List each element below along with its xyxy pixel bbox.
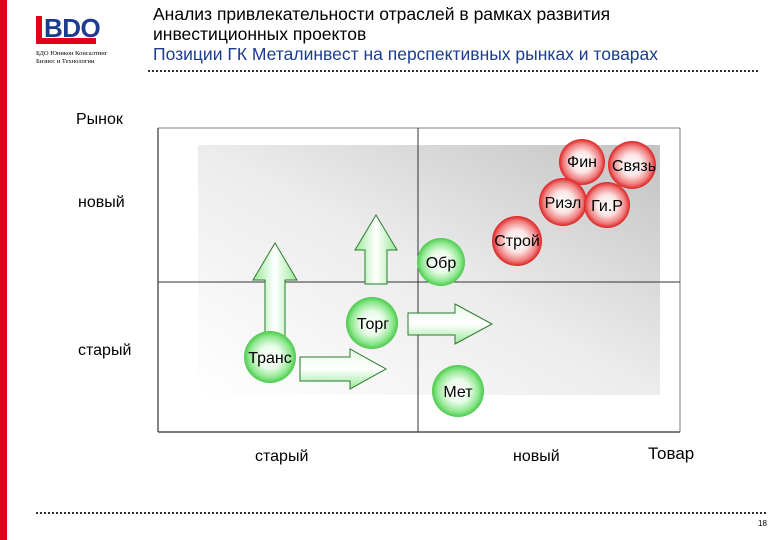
header-divider <box>148 70 758 72</box>
bubble-met-label: Мет <box>443 384 473 401</box>
bubble-torg: Торг <box>346 297 398 349</box>
page-number: 18 <box>758 519 767 528</box>
bubble-obr: Обр <box>417 238 465 286</box>
x-tick-old: старый <box>255 448 309 465</box>
brand-side-bar <box>0 0 7 540</box>
right-arrow-bottom <box>299 348 388 390</box>
slide-subtitle: Позиции ГК Металинвест на перспективных … <box>153 44 659 64</box>
x-tick-new: новый <box>513 448 560 465</box>
footer-divider <box>36 512 766 514</box>
bubble-svyaz: Связь <box>608 141 656 189</box>
bubble-riel-label: Риэл <box>545 195 582 212</box>
logo-subtitle: БДО Юникон Консалтинг Бизнес и Технологи… <box>36 50 136 66</box>
bubble-trans: Транс <box>244 331 296 383</box>
bubble-gir: Ги.Р <box>584 182 630 228</box>
bubble-riel: Риэл <box>539 178 587 226</box>
logo-sub-line2: Бизнес и Технологии <box>36 58 95 65</box>
bubble-fin-label: Фин <box>567 154 597 171</box>
x-axis-title: Товар <box>648 444 695 463</box>
bubble-stroy-label: Строй <box>494 233 540 250</box>
bubble-stroy: Строй <box>492 216 542 266</box>
up-arrow-middle <box>354 214 398 285</box>
y-axis-title: Рынок <box>76 111 123 128</box>
bdo-logo-mark: BDO <box>36 13 102 44</box>
bubble-obr-label: Обр <box>426 255 457 272</box>
title-line-1: Анализ привлекательности отраслей в рамк… <box>153 4 611 24</box>
bubble-gir-label: Ги.Р <box>591 198 623 215</box>
bubble-met: Мет <box>432 365 484 417</box>
bubble-svyaz-label: Связь <box>612 158 656 175</box>
y-tick-old: старый <box>78 342 132 359</box>
bdo-logo: BDO БДО Юникон Консалтинг Бизнес и Техно… <box>36 13 136 66</box>
bubble-fin: Фин <box>559 139 605 185</box>
logo-sub-line1: БДО Юникон Консалтинг <box>36 50 108 57</box>
bubble-torg-label: Торг <box>357 316 389 333</box>
right-arrow-middle <box>407 303 494 345</box>
slide-title: Анализ привлекательности отраслей в рамк… <box>153 4 753 64</box>
y-tick-new: новый <box>78 194 125 211</box>
bubble-trans-label: Транс <box>248 350 292 367</box>
up-arrow-left <box>252 242 298 341</box>
title-line-2: инвестиционных проектов <box>153 24 367 44</box>
logo-text: BDO <box>44 13 101 43</box>
